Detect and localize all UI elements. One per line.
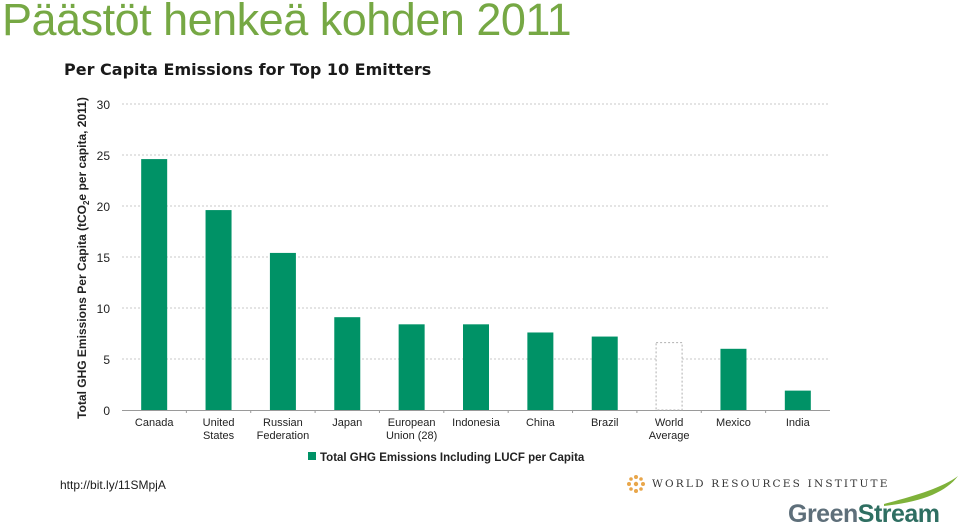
bar bbox=[463, 324, 489, 410]
wri-emblem-icon bbox=[627, 475, 645, 493]
x-tick-label: Russian Federation bbox=[257, 417, 310, 442]
x-tick-label: Brazil bbox=[591, 417, 619, 429]
bar bbox=[655, 342, 683, 411]
legend-label: Total GHG Emissions Including LUCF per C… bbox=[320, 452, 585, 464]
bar bbox=[784, 390, 811, 410]
bar bbox=[269, 252, 296, 410]
y-tick-label: 0 bbox=[103, 404, 110, 418]
chart-title: Per Capita Emissions for Top 10 Emitters bbox=[64, 60, 432, 79]
slide-title: Päästöt henkeä kohden 2011 bbox=[2, 0, 572, 45]
y-tick-label: 5 bbox=[103, 353, 110, 367]
x-tick-label: China bbox=[526, 417, 556, 429]
bar bbox=[720, 348, 747, 410]
y-tick-label: 20 bbox=[97, 200, 111, 214]
bar bbox=[398, 324, 425, 410]
x-tick-label: Indonesia bbox=[452, 417, 501, 429]
x-tick-label: United States bbox=[203, 417, 235, 442]
bar bbox=[591, 336, 618, 410]
bar bbox=[527, 332, 554, 410]
y-tick-label: 30 bbox=[97, 98, 111, 112]
x-tick-label: European Union (28) bbox=[386, 417, 437, 442]
source-link[interactable]: http://bit.ly/11SMpjA bbox=[60, 478, 166, 492]
y-tick-label: 25 bbox=[97, 149, 111, 163]
y-axis-label: Total GHG Emissions Per Capita (tCO2e pe… bbox=[75, 97, 91, 419]
bar bbox=[205, 210, 232, 410]
y-tick-label: 10 bbox=[97, 302, 111, 316]
x-tick-label: India bbox=[786, 417, 811, 429]
greenstream-logo-green: Green bbox=[788, 500, 858, 528]
swoosh-icon bbox=[884, 476, 958, 506]
x-tick-label: Japan bbox=[332, 417, 362, 429]
legend-swatch bbox=[308, 452, 316, 460]
y-tick-label: 15 bbox=[97, 251, 111, 265]
x-tick-label: Mexico bbox=[716, 417, 751, 429]
greenstream-logo: GreenStream bbox=[784, 474, 960, 528]
x-tick-label: World Average bbox=[649, 417, 690, 442]
wri-logo-text: WORLD RESOURCES INSTITUTE bbox=[652, 478, 890, 490]
greenstream-logo-stream: Stream bbox=[857, 500, 940, 528]
wri-logo: WORLD RESOURCES INSTITUTE bbox=[626, 474, 890, 494]
bar bbox=[334, 317, 361, 410]
bar bbox=[141, 159, 168, 410]
x-tick-label: Canada bbox=[135, 417, 174, 429]
